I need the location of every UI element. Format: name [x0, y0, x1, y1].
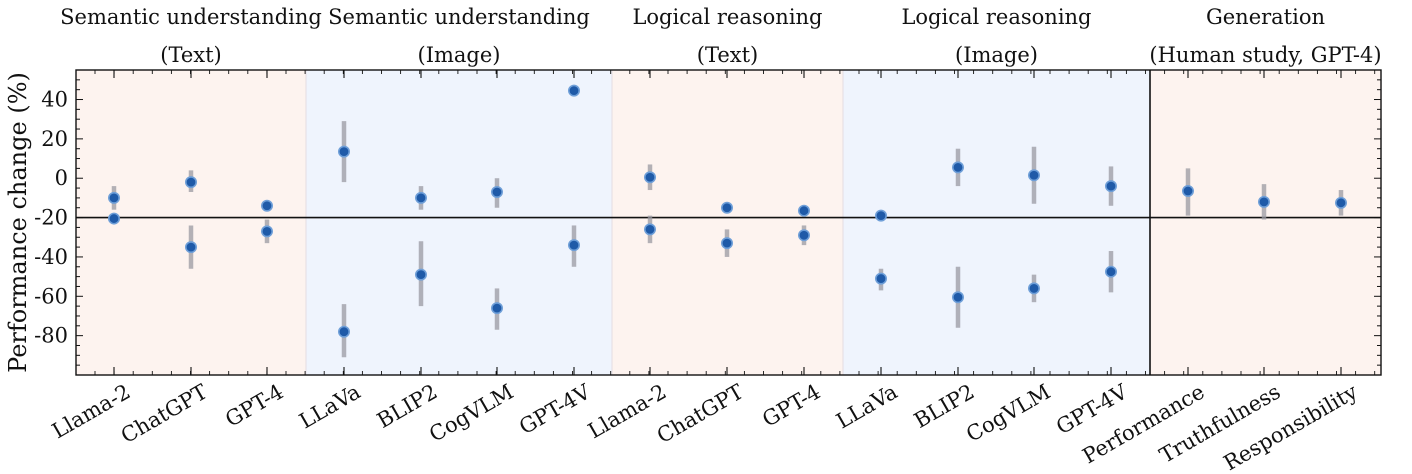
group-background — [843, 70, 1150, 375]
data-point — [720, 201, 733, 214]
group-title: Generation — [1206, 5, 1325, 29]
data-point — [951, 161, 964, 174]
data-point — [1335, 196, 1348, 209]
data-point — [1258, 195, 1271, 208]
data-point — [108, 191, 121, 204]
data-point — [490, 302, 503, 315]
data-point — [414, 268, 427, 281]
x-tick-label: LLaVa — [295, 380, 364, 434]
data-point — [951, 291, 964, 304]
x-tick-label: Responsibility — [1220, 379, 1362, 474]
group-title: Semantic understanding — [60, 5, 322, 29]
group-subtitle: (Image) — [955, 43, 1038, 67]
x-tick-label: CogVLM — [962, 380, 1054, 447]
plot-frame — [75, 69, 1382, 376]
data-point — [1105, 265, 1118, 278]
x-tick-label: ChatGPT — [117, 380, 212, 449]
data-point — [185, 241, 198, 254]
x-tick-label: CogVLM — [425, 380, 517, 447]
x-tick-label: GPT-4 — [758, 380, 824, 432]
data-point — [1105, 180, 1118, 193]
data-point — [720, 237, 733, 250]
data-point — [260, 225, 273, 238]
data-point — [414, 191, 427, 204]
x-tick-label: ChatGPT — [653, 380, 748, 449]
data-point — [643, 171, 656, 184]
x-tick-label: GPT-4 — [221, 380, 287, 432]
y-tick-label: -20 — [34, 206, 68, 230]
group-subtitle: (Human study, GPT-4) — [1149, 43, 1381, 67]
group-background — [306, 70, 612, 375]
data-point — [337, 145, 350, 158]
group-subtitle: (Image) — [418, 43, 501, 67]
data-point — [1182, 185, 1195, 198]
data-point — [567, 239, 580, 252]
group-subtitle: (Text) — [160, 43, 221, 67]
data-point — [797, 229, 810, 242]
data-point — [490, 186, 503, 199]
data-point — [1028, 282, 1041, 295]
data-point — [567, 84, 580, 97]
data-point — [185, 176, 198, 189]
y-tick-label: 0 — [55, 166, 68, 190]
y-tick-label: -80 — [34, 324, 68, 348]
data-point — [337, 325, 350, 338]
data-point — [874, 209, 887, 222]
group-title: Logical reasoning — [632, 5, 822, 29]
group-background — [612, 70, 843, 375]
y-tick-label: -60 — [34, 284, 68, 308]
data-point — [874, 272, 887, 285]
data-point — [108, 212, 121, 225]
group-subtitle: (Text) — [697, 43, 758, 67]
y-tick-label: -40 — [34, 245, 68, 269]
data-point — [643, 223, 656, 236]
y-axis-label: Performance change (%) — [4, 72, 32, 373]
x-tick-label: LLaVa — [832, 380, 901, 434]
y-tick-label: 40 — [41, 88, 68, 112]
group-title: Logical reasoning — [901, 5, 1091, 29]
data-point — [797, 204, 810, 217]
x-tick-label: GPT-4V — [515, 379, 595, 439]
y-tick-label: 20 — [41, 127, 68, 151]
data-point — [1028, 169, 1041, 182]
data-point — [260, 199, 273, 212]
group-background — [1150, 70, 1381, 375]
group-title: Semantic understanding — [328, 5, 590, 29]
